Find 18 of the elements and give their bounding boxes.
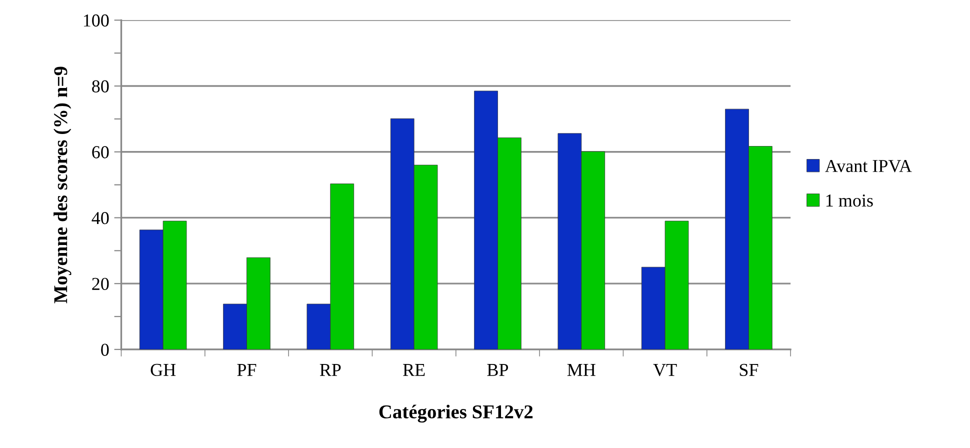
- y-tick-label: 20: [92, 278, 109, 290]
- y-tick-label: 60: [92, 146, 109, 158]
- x-tick-label: RE: [403, 364, 425, 376]
- y-tick-label: 0: [101, 344, 109, 356]
- x-tick-label: RP: [320, 364, 341, 376]
- x-tick-label: VT: [653, 364, 677, 376]
- x-tick-label: SF: [740, 364, 758, 376]
- y-tick-label: 100: [84, 14, 109, 27]
- x-axis-title: Catégories SF12v2: [379, 404, 533, 423]
- x-tick-label: PF: [237, 364, 256, 376]
- x-tick-label: BP: [487, 364, 508, 376]
- y-axis-title: Moyenne des scores (%) n=9: [54, 66, 72, 304]
- x-tick-label: MH: [567, 364, 596, 376]
- y-tick-label: 80: [92, 80, 109, 92]
- legend-label: 1 mois: [826, 194, 873, 207]
- y-tick-label: 40: [92, 212, 109, 224]
- legend-label: Avant IPVA: [825, 160, 912, 172]
- x-tick-label: GH: [150, 364, 176, 376]
